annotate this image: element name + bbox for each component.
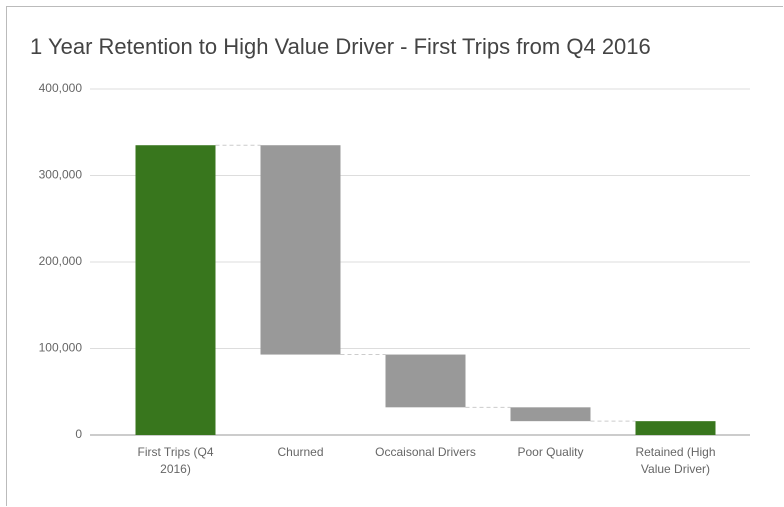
x-tick-label: Poor Quality <box>517 445 584 459</box>
y-tick-label: 0 <box>75 427 82 441</box>
bar <box>385 354 466 408</box>
x-tick-label: First Trips (Q4 2016) <box>137 445 214 476</box>
y-tick-label: 300,000 <box>39 168 83 182</box>
bar <box>135 145 216 435</box>
x-tick-label: Retained (High Value Driver) <box>635 445 716 476</box>
bar <box>260 145 341 355</box>
chart-title: 1 Year Retention to High Value Driver - … <box>30 34 651 59</box>
y-tick-label: 400,000 <box>39 81 83 95</box>
y-tick-label: 200,000 <box>39 254 83 268</box>
y-tick-label: 100,000 <box>39 341 83 355</box>
bar <box>635 421 716 435</box>
bar <box>510 407 591 422</box>
chart-frame <box>6 6 783 506</box>
x-tick-label: Churned <box>277 445 324 459</box>
x-tick-label: Occaisonal Drivers <box>375 445 476 459</box>
